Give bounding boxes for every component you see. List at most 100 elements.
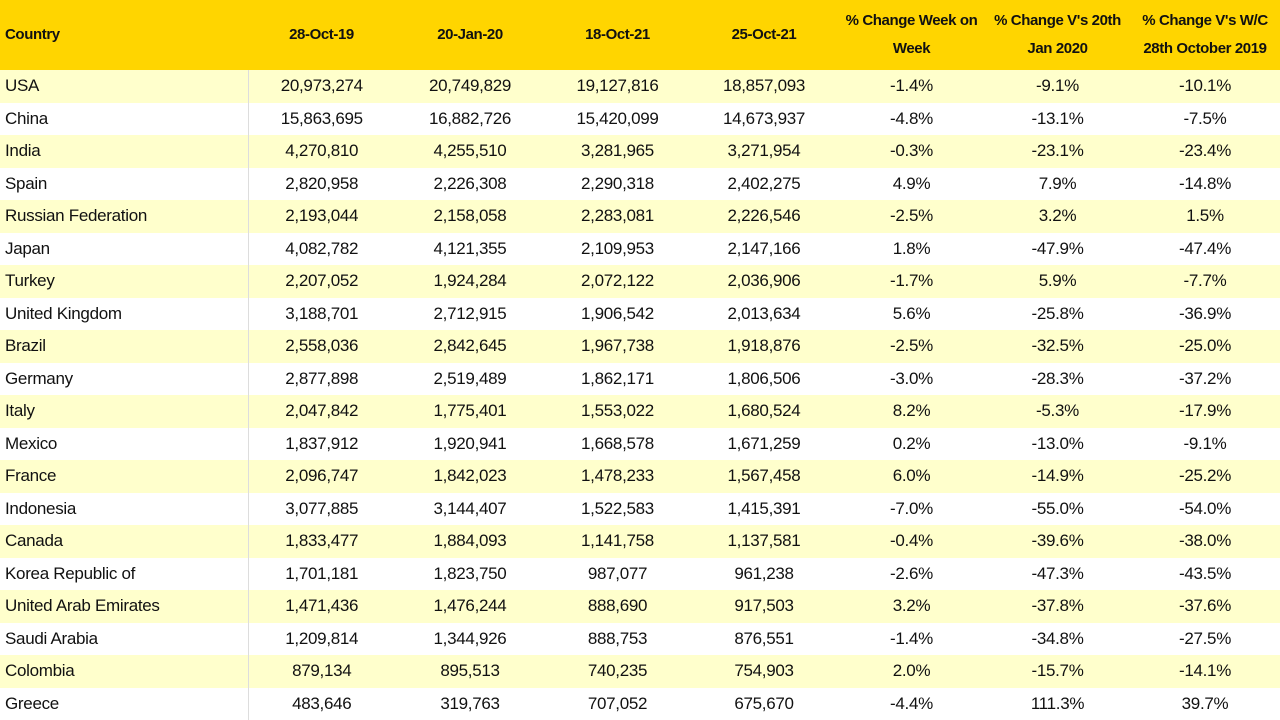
value-cell: 2,207,052 [248,265,395,298]
value-cell: -34.8% [1031,628,1084,648]
value-cell: -2.6% [890,563,933,583]
value-cell: 4.9% [892,173,931,193]
value-cell: 2,712,915 [433,303,507,323]
country-cell: United Arab Emirates [0,590,249,623]
value-cell: 39.7% [1181,693,1229,713]
value-cell: 3,077,885 [285,498,359,518]
value-cell: 1,209,814 [285,628,359,648]
table-row: China 15,863,695 16,882,726 15,420,099 14,67… [0,102,1280,135]
value-cell: -7.0% [890,498,933,518]
table-row: United Kingdom 3,188,701 2,712,915 1,906,54… [0,297,1280,330]
value-cell: 1,567,458 [690,460,838,493]
table-row: United Arab Emirates 1,471,436 1,476,244 88… [0,590,1280,623]
table-row: USA 20,973,274 20,749,829 19,127,816 18,857,… [0,70,1280,103]
value-cell: 2,842,645 [395,330,545,363]
value-cell: -28.3% [1031,368,1084,388]
value-cell: 2,558,036 [248,330,395,363]
table-row: Greece 483,646 319,763 707,052 675,670 -4.4% 1… [0,687,1280,720]
value-cell: 917,503 [690,590,838,623]
table-body: USA 20,973,274 20,749,829 19,127,816 18,857,… [0,70,1280,720]
value-cell: -14.8% [1178,173,1232,193]
value-cell: 3,188,701 [285,303,359,323]
value-cell: 961,238 [734,563,794,583]
value-cell: 15,420,099 [576,108,659,128]
value-cell: 4,121,355 [433,238,507,258]
table-row: India 4,270,810 4,255,510 3,281,965 3,271,95… [0,135,1280,168]
country-cell: Turkey [0,265,249,298]
value-cell: -43.5% [1178,563,1232,583]
table-row: Spain 2,820,958 2,226,308 2,290,318 2,402,27… [0,167,1280,200]
value-cell: -7.7% [1130,265,1280,298]
value-cell: -47.4% [1178,238,1232,258]
value-cell: 1,478,233 [545,460,690,493]
value-cell: -9.1% [1183,433,1227,453]
value-cell: -2.5% [838,200,985,233]
value-cell: -27.5% [1178,628,1232,648]
value-cell: 1,806,506 [727,368,801,388]
value-cell: -15.7% [985,655,1130,688]
value-cell: -1.4% [838,70,985,103]
value-cell: 14,673,937 [722,108,806,128]
column-header: 25-Oct-21 [690,0,838,70]
value-cell: -10.1% [1130,70,1280,103]
value-cell: 1,833,477 [248,525,395,558]
value-cell: 1,775,401 [395,395,545,428]
value-cell: 483,646 [292,693,352,713]
value-cell: 2,036,906 [690,265,838,298]
table-row: Italy 2,047,842 1,775,401 1,553,022 1,680,52… [0,395,1280,428]
value-cell: 1,344,926 [433,628,507,648]
value-cell: 5.6% [892,303,931,323]
header-row: Country 28-Oct-19 20-Jan-20 18-Oct-21 25-Oct… [0,0,1280,70]
table-row: Turkey 2,207,052 1,924,284 2,072,122 2,036,9… [0,265,1280,298]
table-row: Germany 2,877,898 2,519,489 1,862,171 1,806,… [0,362,1280,395]
value-cell: -23.1% [985,135,1130,168]
value-cell: 111.3% [1030,693,1085,713]
table-row: Russian Federation 2,193,044 2,158,058 2,28… [0,200,1280,233]
value-cell: -55.0% [1031,498,1084,518]
value-cell: 20,749,829 [395,70,545,103]
country-cell: Colombia [0,655,249,688]
value-cell: 888,690 [545,590,690,623]
value-cell: 1,701,181 [285,563,359,583]
value-cell: 19,127,816 [545,70,690,103]
value-cell: 3.2% [838,590,985,623]
value-cell: 4,082,782 [285,238,359,258]
value-cell: -13.1% [1031,108,1084,128]
value-cell: 2,402,275 [727,173,801,193]
country-cell: Russian Federation [0,200,249,233]
value-cell: 1,668,578 [581,433,654,453]
value-cell: 1,967,738 [545,330,690,363]
value-cell: 3,271,954 [690,135,838,168]
value-cell: -17.9% [1130,395,1280,428]
value-cell: 876,551 [734,628,794,648]
value-cell: -14.1% [1130,655,1280,688]
value-cell: 2.0% [838,655,985,688]
value-cell: -37.2% [1178,368,1232,388]
value-cell: 2,193,044 [248,200,395,233]
country-cell: Japan [0,232,249,265]
country-cell: Canada [0,525,249,558]
value-cell: -2.5% [838,330,985,363]
value-cell: 1,141,758 [545,525,690,558]
value-cell: 1,553,022 [545,395,690,428]
country-cell: France [0,460,249,493]
country-cell: Greece [0,687,249,720]
value-cell: 319,763 [440,693,500,713]
value-cell: -1.4% [890,628,933,648]
value-cell: -38.0% [1130,525,1280,558]
value-cell: -0.4% [838,525,985,558]
value-cell: 1,906,542 [581,303,654,323]
value-cell: -32.5% [985,330,1130,363]
value-cell: -9.1% [985,70,1130,103]
value-cell: 4,255,510 [395,135,545,168]
column-header: % Change V's 20th Jan 2020 [985,0,1130,70]
table-row: Saudi Arabia 1,209,814 1,344,926 888,753 876… [0,622,1280,655]
value-cell: -4.8% [890,108,933,128]
table-row: Colombia 879,134 895,513 740,235 754,903 2.0%… [0,655,1280,688]
value-cell: -5.3% [985,395,1130,428]
table-row: Canada 1,833,477 1,884,093 1,141,758 1,137,5… [0,525,1280,558]
country-cell: United Kingdom [0,297,249,330]
country-cell: Brazil [0,330,249,363]
